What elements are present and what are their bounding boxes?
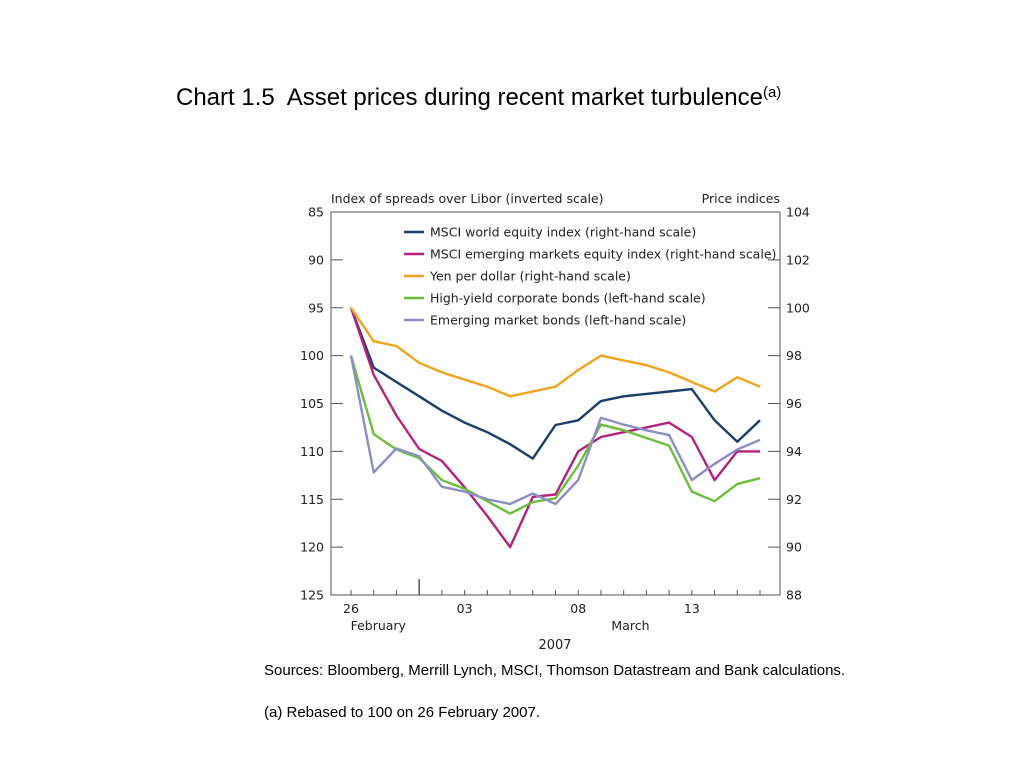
chart-title-text: Asset prices during recent market turbul…	[286, 84, 763, 111]
axis-ticks: 85 90 95 100 105 110 115 120 125 104 102 100 98 96 94 9…	[300, 205, 810, 634]
left-tick-label: 125	[300, 588, 324, 603]
legend-label: High-yield corporate bonds (left-hand sc…	[430, 291, 706, 306]
series-line-4	[349, 355, 761, 515]
right-tick-label: 100	[786, 300, 810, 315]
chart-number: Chart 1.5	[176, 84, 275, 111]
month-label: February	[351, 618, 407, 633]
right-tick-label: 92	[786, 492, 802, 507]
left-tick-label: 120	[300, 540, 324, 555]
right-tick-label: 94	[786, 444, 802, 459]
left-tick-label: 95	[308, 300, 324, 315]
sources-note: Sources: Bloomberg, Merrill Lynch, MSCI,…	[264, 662, 846, 679]
left-axis-label: Index of spreads over Libor (inverted sc…	[331, 191, 604, 206]
left-tick-label: 100	[300, 348, 324, 363]
legend-label: MSCI emerging markets equity index (righ…	[430, 247, 776, 262]
series-line-1	[349, 307, 761, 460]
right-tick-label: 88	[786, 588, 802, 603]
right-axis-label: Price indices	[702, 191, 780, 206]
legend: MSCI world equity index (right-hand scal…	[404, 225, 776, 328]
right-tick-label: 102	[786, 252, 810, 267]
right-tick-label: 96	[786, 396, 802, 411]
year-label: 2007	[538, 638, 571, 653]
x-tick-label: 08	[570, 601, 586, 616]
legend-label: MSCI world equity index (right-hand scal…	[430, 225, 696, 240]
series-line-2	[349, 307, 760, 549]
left-tick-label: 115	[300, 492, 324, 507]
left-tick-label: 85	[308, 205, 324, 220]
x-tick-label: 03	[457, 601, 473, 616]
right-tick-label: 98	[786, 348, 802, 363]
left-tick-label: 105	[300, 396, 324, 411]
title-footnote-marker: (a)	[762, 84, 782, 101]
right-tick-label: 90	[786, 540, 802, 555]
x-tick-label: 13	[684, 601, 700, 616]
legend-label: Yen per dollar (right-hand scale)	[429, 269, 631, 284]
footnote: (a) Rebased to 100 on 26 February 2007.	[264, 704, 541, 721]
left-tick-label: 90	[308, 252, 324, 267]
chart-title: Chart 1.5 Asset prices during recent mar…	[176, 84, 781, 112]
month-label: March	[611, 618, 649, 633]
legend-label: Emerging market bonds (left-hand scale)	[430, 313, 686, 328]
series-line-5	[349, 355, 761, 506]
series-lines	[349, 307, 761, 549]
left-tick-label: 110	[300, 444, 324, 459]
right-tick-label: 104	[786, 205, 810, 220]
series-line-3	[350, 307, 761, 398]
x-tick-label: 26	[343, 601, 359, 616]
